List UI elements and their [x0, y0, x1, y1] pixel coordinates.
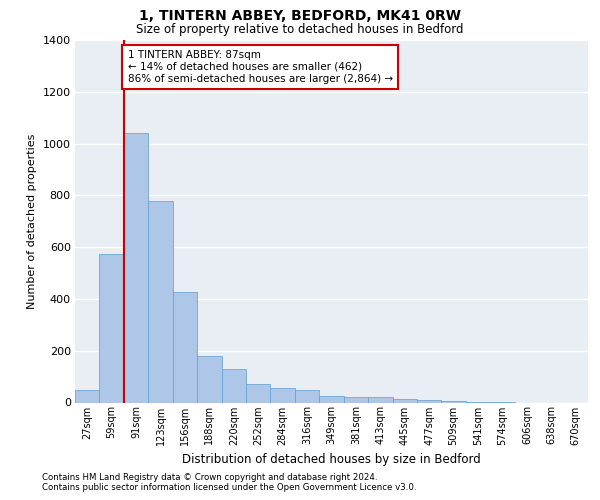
- Bar: [295, 390, 319, 402]
- Bar: [197, 356, 221, 403]
- Bar: [221, 369, 246, 402]
- Bar: [246, 384, 271, 402]
- Text: Contains HM Land Registry data © Crown copyright and database right 2024.
Contai: Contains HM Land Registry data © Crown c…: [42, 473, 416, 492]
- Bar: [319, 396, 344, 402]
- Y-axis label: Number of detached properties: Number of detached properties: [27, 134, 37, 309]
- Bar: [124, 133, 148, 402]
- Bar: [344, 398, 368, 402]
- Text: 1 TINTERN ABBEY: 87sqm
← 14% of detached houses are smaller (462)
86% of semi-de: 1 TINTERN ABBEY: 87sqm ← 14% of detached…: [128, 50, 392, 84]
- Bar: [271, 388, 295, 402]
- Bar: [417, 400, 442, 402]
- Bar: [148, 200, 173, 402]
- Bar: [392, 398, 417, 402]
- Bar: [100, 254, 124, 402]
- X-axis label: Distribution of detached houses by size in Bedford: Distribution of detached houses by size …: [182, 453, 481, 466]
- Bar: [75, 390, 100, 402]
- Text: Size of property relative to detached houses in Bedford: Size of property relative to detached ho…: [136, 22, 464, 36]
- Bar: [442, 401, 466, 402]
- Bar: [173, 292, 197, 403]
- Text: 1, TINTERN ABBEY, BEDFORD, MK41 0RW: 1, TINTERN ABBEY, BEDFORD, MK41 0RW: [139, 9, 461, 23]
- Bar: [368, 398, 392, 402]
